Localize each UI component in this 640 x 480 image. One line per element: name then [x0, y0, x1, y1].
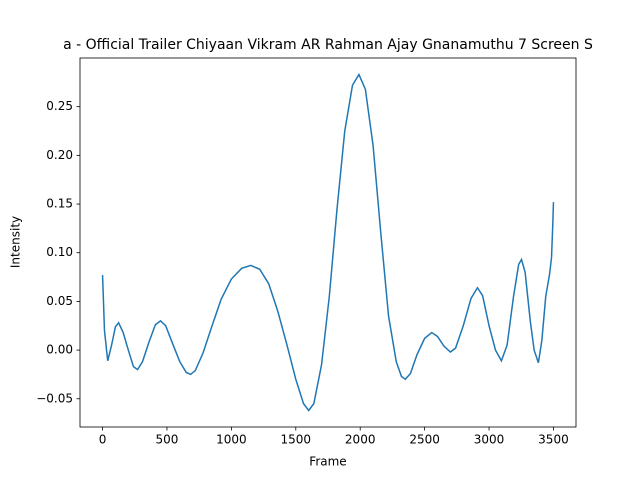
x-tick-label: 500 — [156, 433, 179, 447]
x-tick-label: 0 — [99, 433, 107, 447]
x-axis-label: Frame — [309, 455, 346, 469]
x-tick-label: 3500 — [538, 433, 569, 447]
y-tick-label: 0.05 — [46, 294, 73, 308]
y-tick-label: −0.05 — [36, 391, 73, 405]
y-tick-label: 0.10 — [46, 245, 73, 259]
chart-title: a - Official Trailer Chiyaan Vikram AR R… — [63, 37, 593, 53]
plot-frame — [79, 57, 577, 428]
x-tick-label: 2000 — [345, 433, 376, 447]
line-series — [101, 72, 555, 412]
y-tick-label: 0.20 — [46, 148, 73, 162]
x-tick-label: 1500 — [281, 433, 312, 447]
y-tick-label: 0.25 — [46, 99, 73, 113]
y-axis-label: Intensity — [9, 216, 23, 268]
x-tick-label: 3000 — [474, 433, 505, 447]
x-tick-label: 2500 — [409, 433, 440, 447]
x-tick-label: 1000 — [216, 433, 247, 447]
y-tick-label: 0.15 — [46, 197, 73, 211]
y-tick-label: 0.00 — [46, 343, 73, 357]
